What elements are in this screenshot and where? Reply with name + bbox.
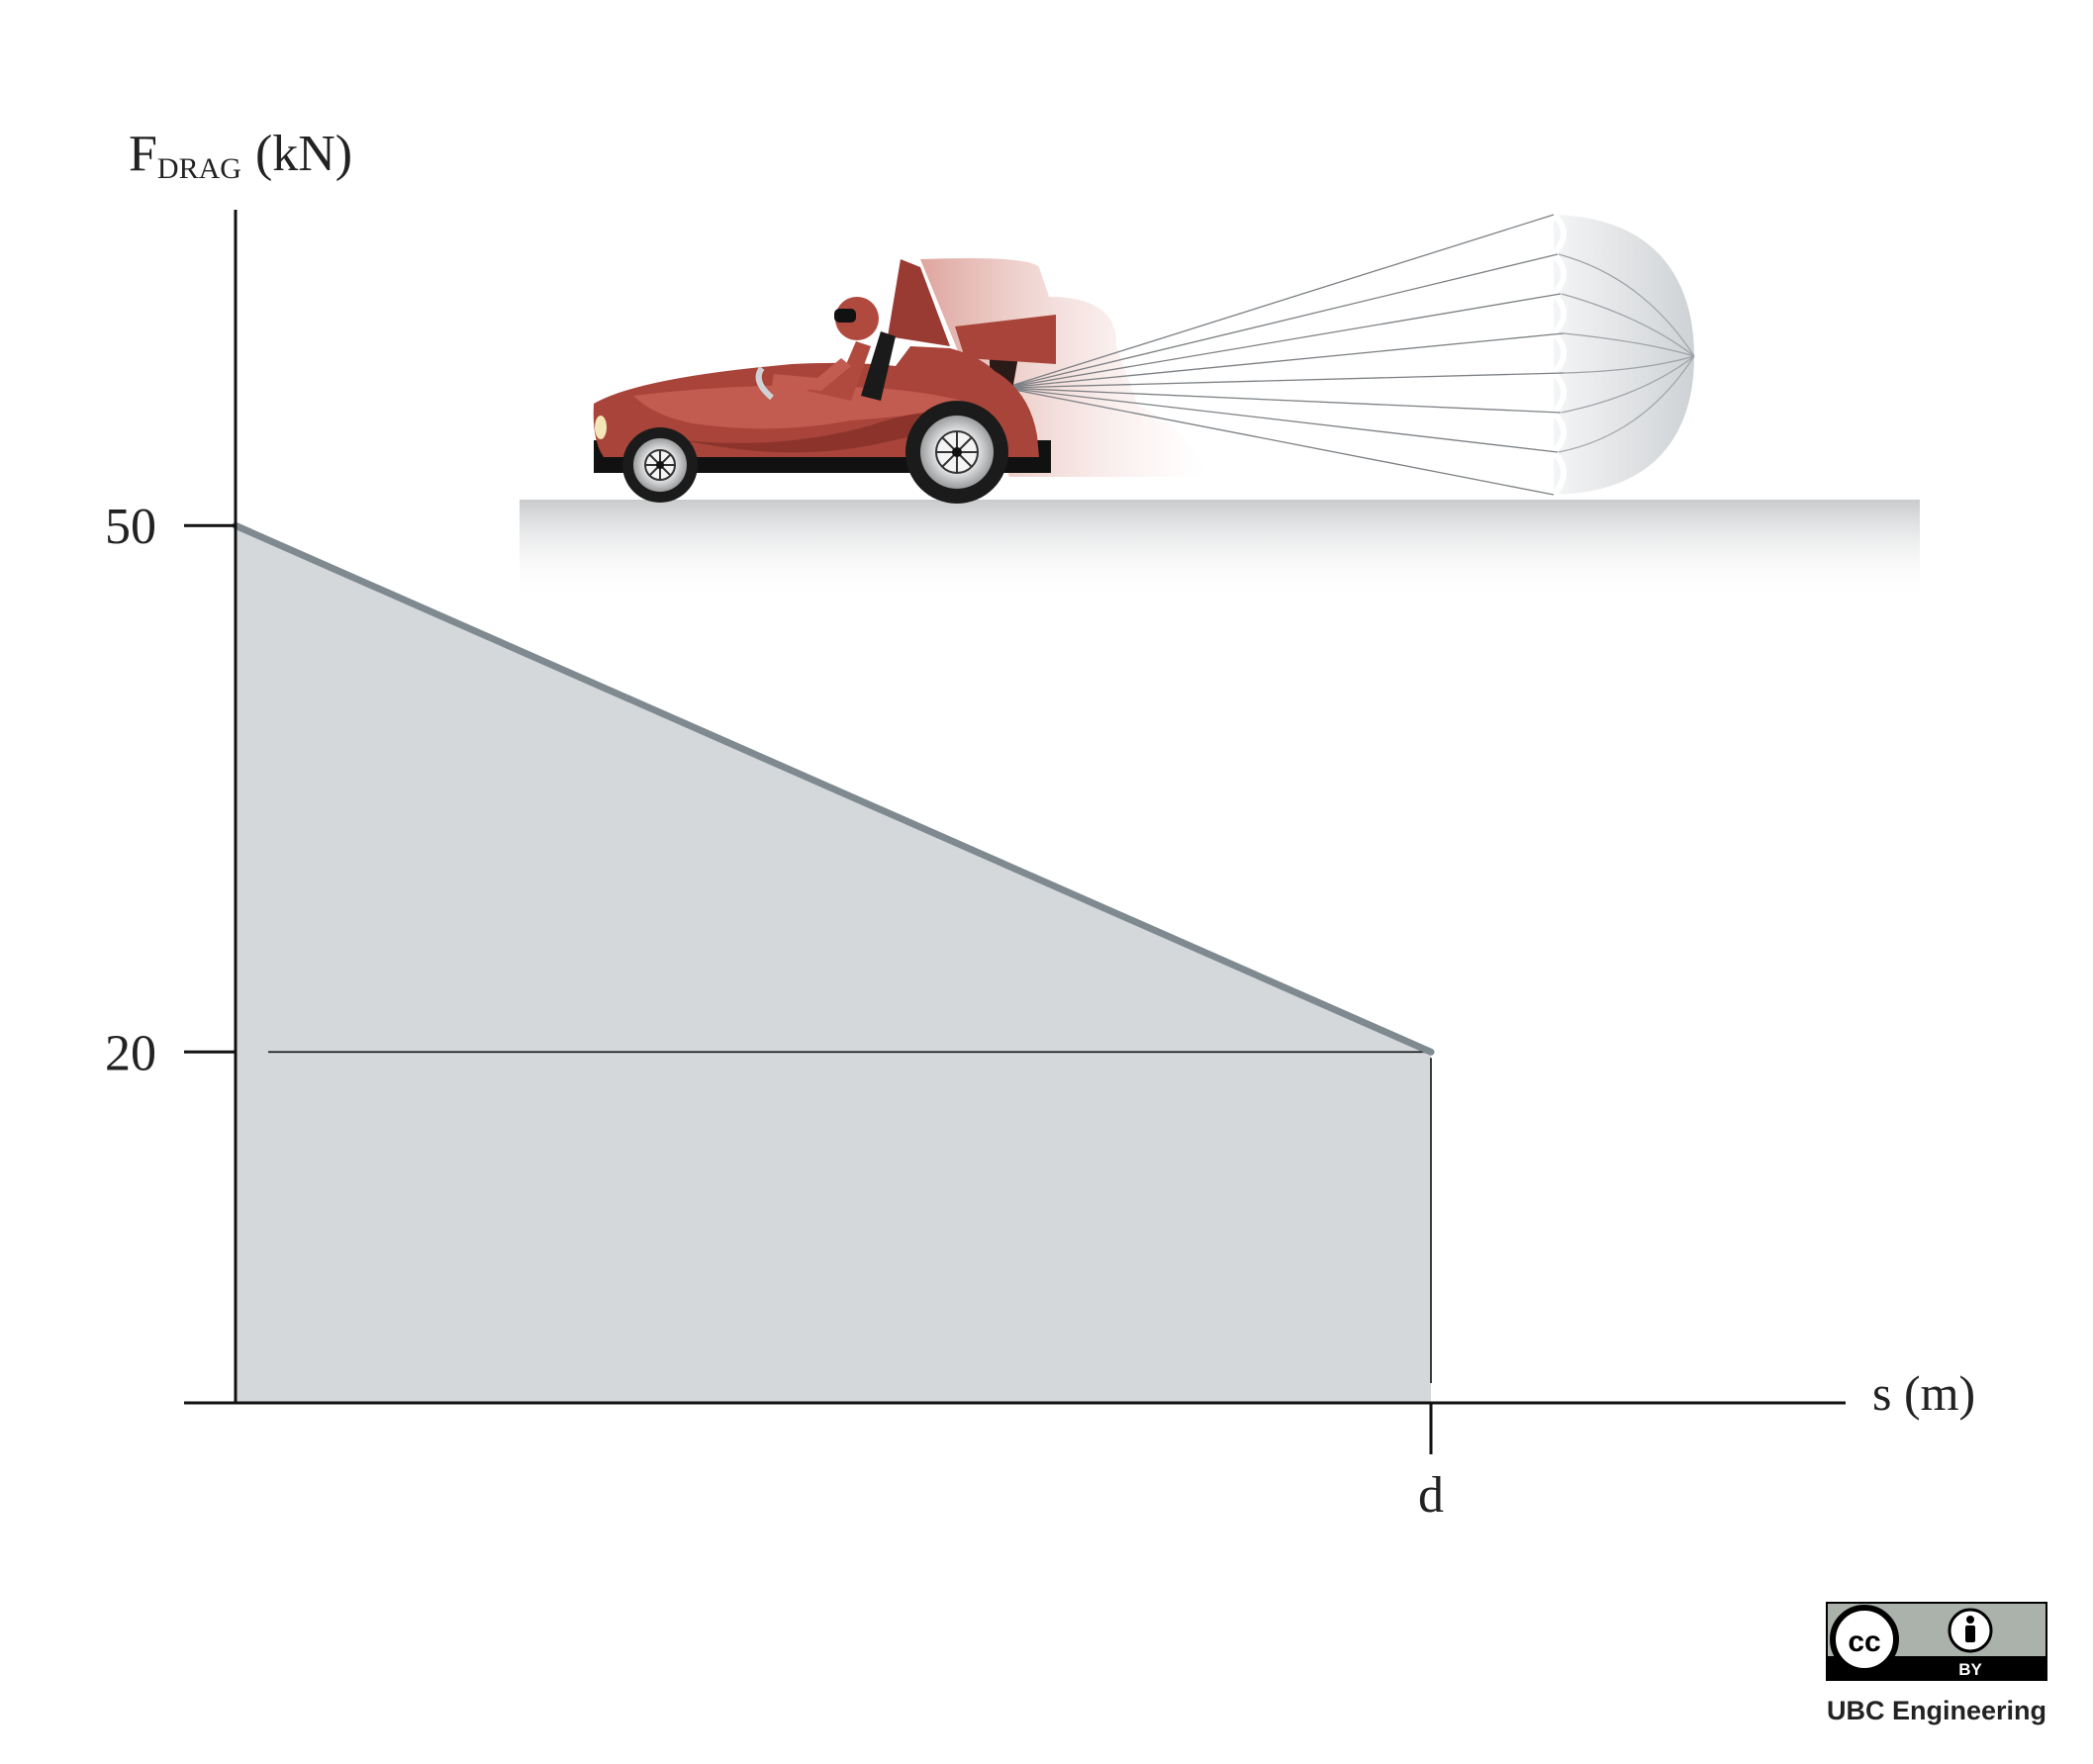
- drag-parachute: [1003, 212, 1695, 497]
- credit-text: UBC Engineering: [1827, 1696, 2046, 1725]
- dragster-illustration: [520, 212, 1920, 599]
- license-badge-text: BY: [1958, 1660, 1982, 1679]
- drag-force-line: [232, 521, 1435, 1056]
- parachute-panels: [1549, 212, 1567, 497]
- steering-wheel: [755, 366, 774, 401]
- dragster-car: [593, 259, 1056, 504]
- helmet-visor: [834, 309, 856, 323]
- y-tick-label-20: 20: [105, 1025, 156, 1081]
- drag-force-chart: 50 20 d s (m) FDRAG (kN): [105, 126, 1975, 1524]
- parachute-inner-ribs: [1558, 253, 1695, 453]
- car-body-highlight: [633, 385, 980, 429]
- headlight: [595, 416, 607, 439]
- area-under-curve: [236, 525, 1431, 1403]
- svg-text:cc: cc: [1848, 1625, 1880, 1658]
- parachute-canopy: [1554, 215, 1694, 495]
- y-axis-label-symbol: F: [129, 126, 157, 182]
- ground-surface: [520, 500, 1920, 599]
- y-axis-label-subscript: DRAG: [157, 152, 241, 185]
- rear-wheel: [905, 401, 1008, 504]
- car-body-stripe: [683, 411, 990, 453]
- cc-icon: [1830, 1605, 1899, 1674]
- driver-arm: [772, 358, 851, 391]
- x-axis-label: s (m): [1872, 1365, 1975, 1421]
- y-axis-label-unit: (kN): [255, 126, 352, 182]
- y-tick-label-50: 50: [105, 499, 156, 555]
- roll-cage: [888, 259, 950, 346]
- front-wheel: [622, 427, 698, 503]
- parachute-shroud-lines: [1003, 214, 1565, 496]
- driver: [772, 297, 879, 401]
- driver-seat: [861, 331, 896, 401]
- driver-helmet: [835, 297, 879, 340]
- license-badge: cc BY UBC Engineering: [1826, 1602, 2047, 1725]
- y-axis-label: FDRAG (kN): [129, 126, 352, 185]
- x-tick-label-d: d: [1418, 1467, 1444, 1524]
- rear-wing: [955, 315, 1056, 364]
